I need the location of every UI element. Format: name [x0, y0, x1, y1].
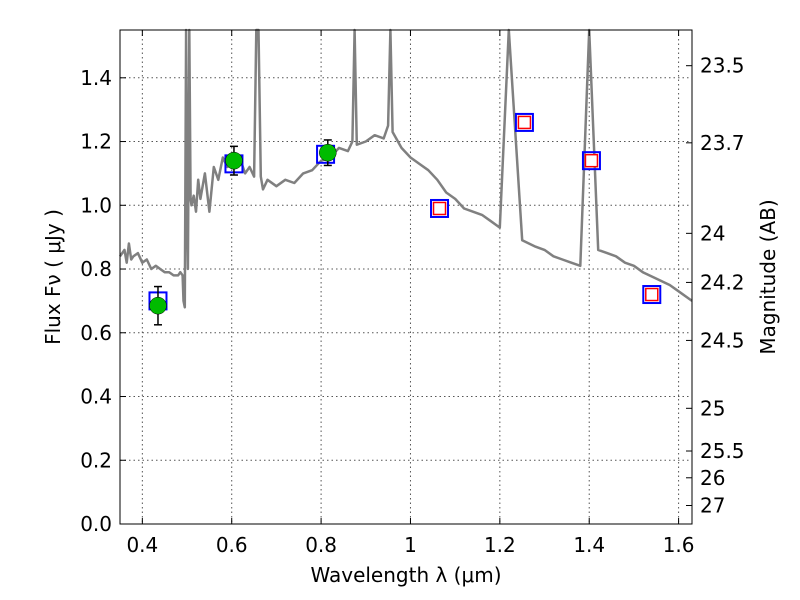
x-tick-label: 0.6	[216, 533, 248, 557]
y-axis-title: Flux Fν ( μJy )	[41, 209, 65, 345]
x-tick-label: 0.8	[305, 533, 337, 557]
y-tick-label: 0.6	[80, 321, 112, 345]
y-tick-label: 1.2	[80, 130, 112, 154]
data-layer	[118, 28, 693, 326]
tick-layer: 0.4 0.6 0.8 1 1.2 1.4 1.6 0.0 0.2 0.4 0.6 0.8 1.0 1.2…	[80, 30, 745, 557]
model-photometry-square	[581, 151, 601, 171]
right-tick-label: 24.2	[700, 270, 745, 294]
right-tick-label: 26	[700, 466, 725, 490]
upper-limit-marker	[517, 115, 532, 130]
right-tick-label: 23.7	[700, 131, 745, 155]
observed-photometry-point	[319, 143, 337, 162]
upper-limit-marker	[645, 287, 659, 302]
right-tick-label: 24.5	[700, 328, 745, 352]
observed-photometry-point	[225, 151, 243, 170]
model-photometry-square	[430, 198, 450, 218]
model-photometry-square	[642, 285, 662, 305]
y-axis-right-title: Magnitude (AB)	[756, 199, 780, 354]
x-tick-label: 0.4	[126, 533, 158, 557]
model-photometry-square	[514, 112, 534, 132]
upper-limit-marker	[432, 201, 447, 216]
grid-layer	[120, 30, 692, 525]
x-tick-label: 1.4	[573, 533, 605, 557]
y-tick-label: 0.2	[80, 448, 112, 472]
x-tick-label: 1.2	[484, 533, 516, 557]
x-axis-title: Wavelength λ (μm)	[310, 563, 501, 587]
observed-photometry-point	[149, 296, 167, 315]
x-tick-label: 1.6	[663, 533, 695, 557]
right-tick-label: 25	[700, 396, 725, 420]
sed-spectrum-line	[118, 28, 693, 309]
plot-frame	[119, 29, 693, 525]
y-tick-label: 0.8	[80, 257, 112, 281]
right-tick-label: 25.5	[700, 439, 745, 463]
x-tick-label: 1	[404, 533, 417, 557]
y-tick-label: 0.4	[80, 385, 112, 409]
upper-limit-marker	[584, 153, 599, 168]
y-tick-label: 1.4	[80, 66, 112, 90]
y-tick-label: 0.0	[80, 512, 112, 536]
right-tick-label: 27	[700, 494, 725, 518]
y-tick-label: 1.0	[80, 193, 112, 217]
right-tick-label: 23.5	[700, 54, 745, 78]
right-tick-label: 24	[700, 221, 725, 245]
